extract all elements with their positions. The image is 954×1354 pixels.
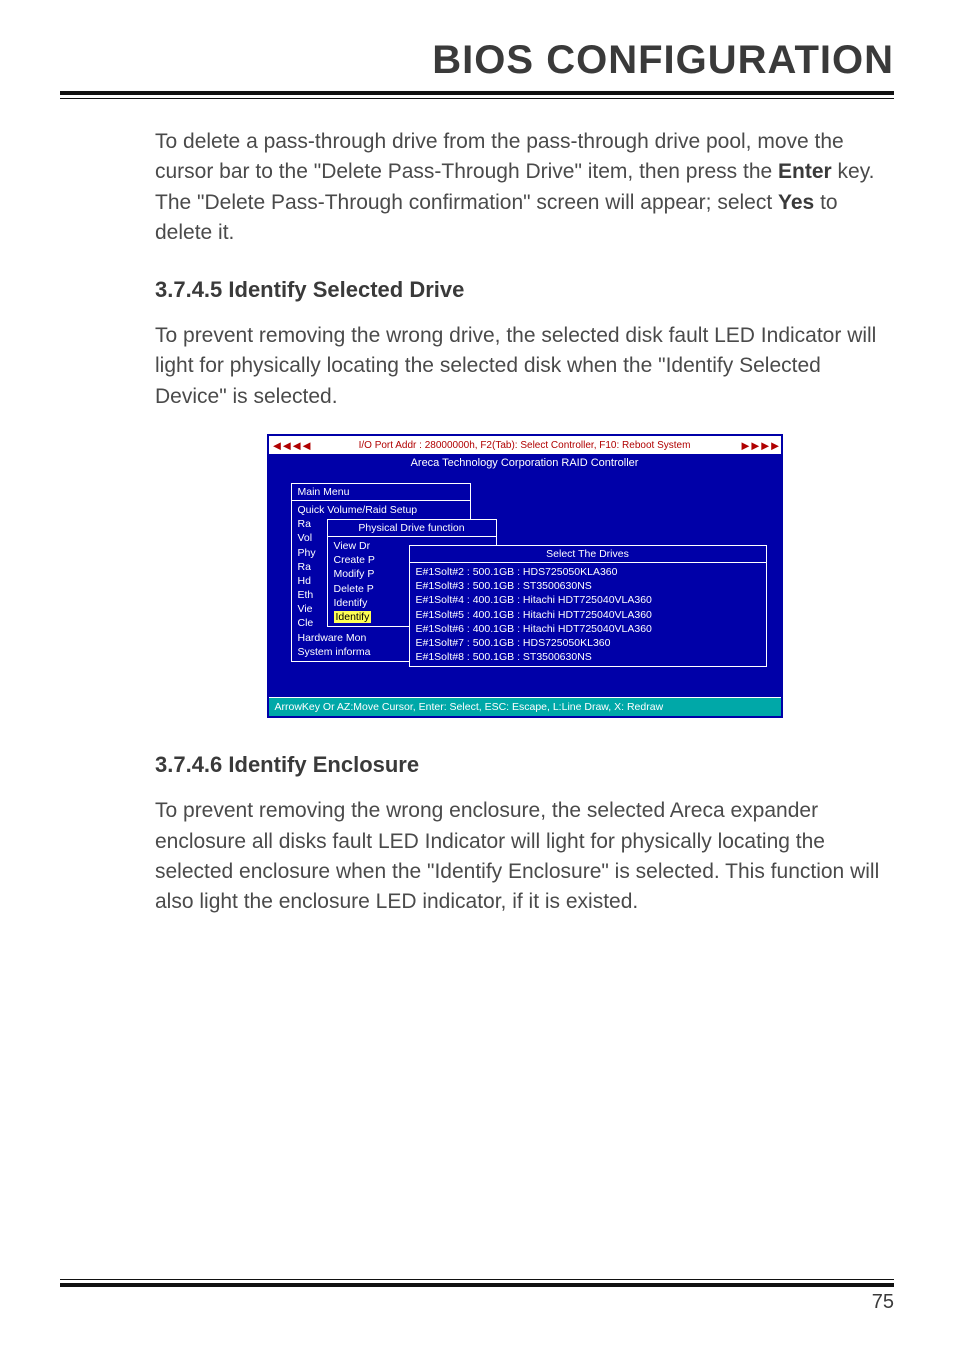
page-number: 75 xyxy=(60,1291,894,1314)
bios-footer-bar: ArrowKey Or AZ:Move Cursor, Enter: Selec… xyxy=(269,697,781,716)
intro-key-yes: Yes xyxy=(778,191,814,214)
section-body-identify-enclosure: To prevent removing the wrong enclosure,… xyxy=(155,796,894,918)
intro-text-a: To delete a pass-through drive from the … xyxy=(155,130,844,183)
drive-row[interactable]: E#1Solt#2 : 500.1GB : HDS725050KLA360 xyxy=(416,565,760,579)
bios-pdf-title: Physical Drive function xyxy=(328,520,496,537)
intro-paragraph: To delete a pass-through drive from the … xyxy=(155,127,894,249)
arrows-left-icon: ◄◄◄◄ xyxy=(271,438,310,453)
footer-rule xyxy=(60,1279,894,1287)
arrows-right-icon: ►►►► xyxy=(739,438,778,453)
section-heading-identify-drive: 3.7.4.5 Identify Selected Drive xyxy=(155,277,894,303)
bios-topbar: ◄◄◄◄ I/O Port Addr : 28000000h, F2(Tab):… xyxy=(269,436,781,454)
section-body-identify-drive: To prevent removing the wrong drive, the… xyxy=(155,321,894,412)
drive-row[interactable]: E#1Solt#8 : 500.1GB : ST3500630NS xyxy=(416,650,760,664)
bios-topbar-text: I/O Port Addr : 28000000h, F2(Tab): Sele… xyxy=(359,440,691,451)
intro-key-enter: Enter xyxy=(778,160,832,183)
bios-controller-title: Areca Technology Corporation RAID Contro… xyxy=(269,454,781,471)
drive-row[interactable]: E#1Solt#7 : 500.1GB : HDS725050KL360 xyxy=(416,636,760,650)
bios-select-drives: Select The Drives E#1Solt#2 : 500.1GB : … xyxy=(409,545,767,667)
bios-screenshot: ◄◄◄◄ I/O Port Addr : 28000000h, F2(Tab):… xyxy=(267,434,783,718)
page-header-title: BIOS CONFIGURATION xyxy=(60,38,894,83)
drive-row[interactable]: E#1Solt#5 : 400.1GB : Hitachi HDT725040V… xyxy=(416,608,760,622)
drive-row[interactable]: E#1Solt#3 : 500.1GB : ST3500630NS xyxy=(416,579,760,593)
main-menu-item[interactable]: Quick Volume/Raid Setup xyxy=(298,503,464,517)
header-rule xyxy=(60,91,894,99)
bios-main-menu-title: Main Menu xyxy=(292,484,470,501)
drive-row[interactable]: E#1Solt#4 : 400.1GB : Hitachi HDT725040V… xyxy=(416,593,760,607)
drive-row[interactable]: E#1Solt#6 : 400.1GB : Hitachi HDT725040V… xyxy=(416,622,760,636)
bios-select-drives-title: Select The Drives xyxy=(410,546,766,563)
section-heading-identify-enclosure: 3.7.4.6 Identify Enclosure xyxy=(155,752,894,778)
